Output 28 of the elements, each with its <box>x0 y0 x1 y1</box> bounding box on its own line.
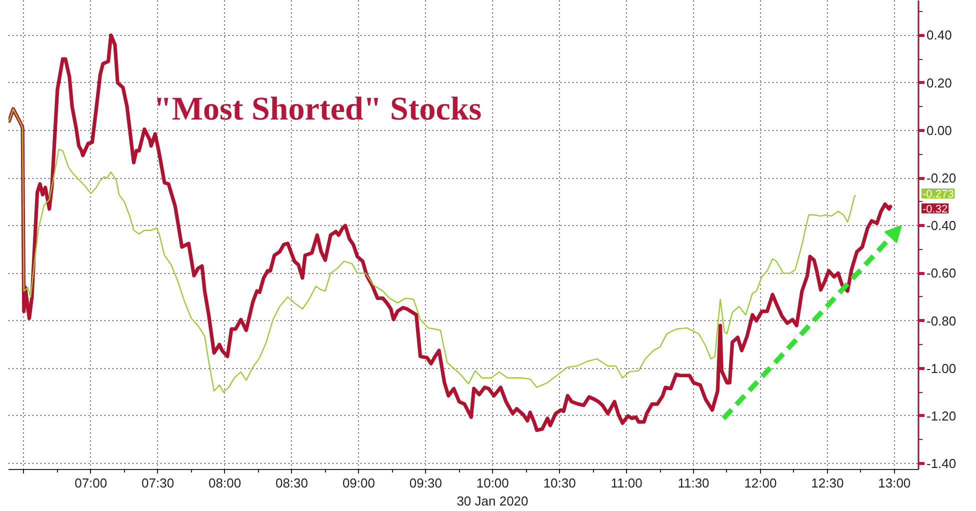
x-tick-label: 09:00 <box>342 476 375 490</box>
y-tick-label: -1.20 <box>926 408 956 424</box>
y-tick-label: 0.00 <box>926 122 952 138</box>
x-tick-label: 07:30 <box>142 476 174 490</box>
y-tick-label: -1.40 <box>926 456 956 472</box>
y-tick-label: 0.20 <box>926 75 952 90</box>
x-tick-label: 12:30 <box>811 476 844 490</box>
y-tick-label: -0.80 <box>926 313 956 328</box>
x-tick-label: 07:00 <box>74 476 108 490</box>
x-tick-label: 12:00 <box>744 476 777 490</box>
y-tick-label: -0.40 <box>926 218 956 234</box>
text: -0.32 <box>922 203 948 216</box>
x-tick-label: 08:00 <box>208 476 242 490</box>
y-tick-label: 0.40 <box>926 28 952 43</box>
x-tick-label: 08:30 <box>275 476 308 490</box>
x-axis-title: 30 Jan 2020 <box>456 494 528 508</box>
x-tick-label: 11:00 <box>610 476 642 490</box>
x-tick-label: 13:00 <box>878 476 911 490</box>
x-tick-label: 09:30 <box>409 476 442 490</box>
y-tick-label: -0.20 <box>926 170 956 186</box>
x-tick-label: 10:00 <box>476 476 509 490</box>
text: -0.273 <box>922 188 954 201</box>
x-tick-label: 10:30 <box>543 476 576 490</box>
x-tick-label: 11:30 <box>678 476 710 490</box>
line-series <box>8 33 892 432</box>
y-tick-label: -1.00 <box>926 360 956 376</box>
text: "Most Shorted" Stocks <box>154 92 482 128</box>
y-tick-label: -0.60 <box>926 266 956 281</box>
